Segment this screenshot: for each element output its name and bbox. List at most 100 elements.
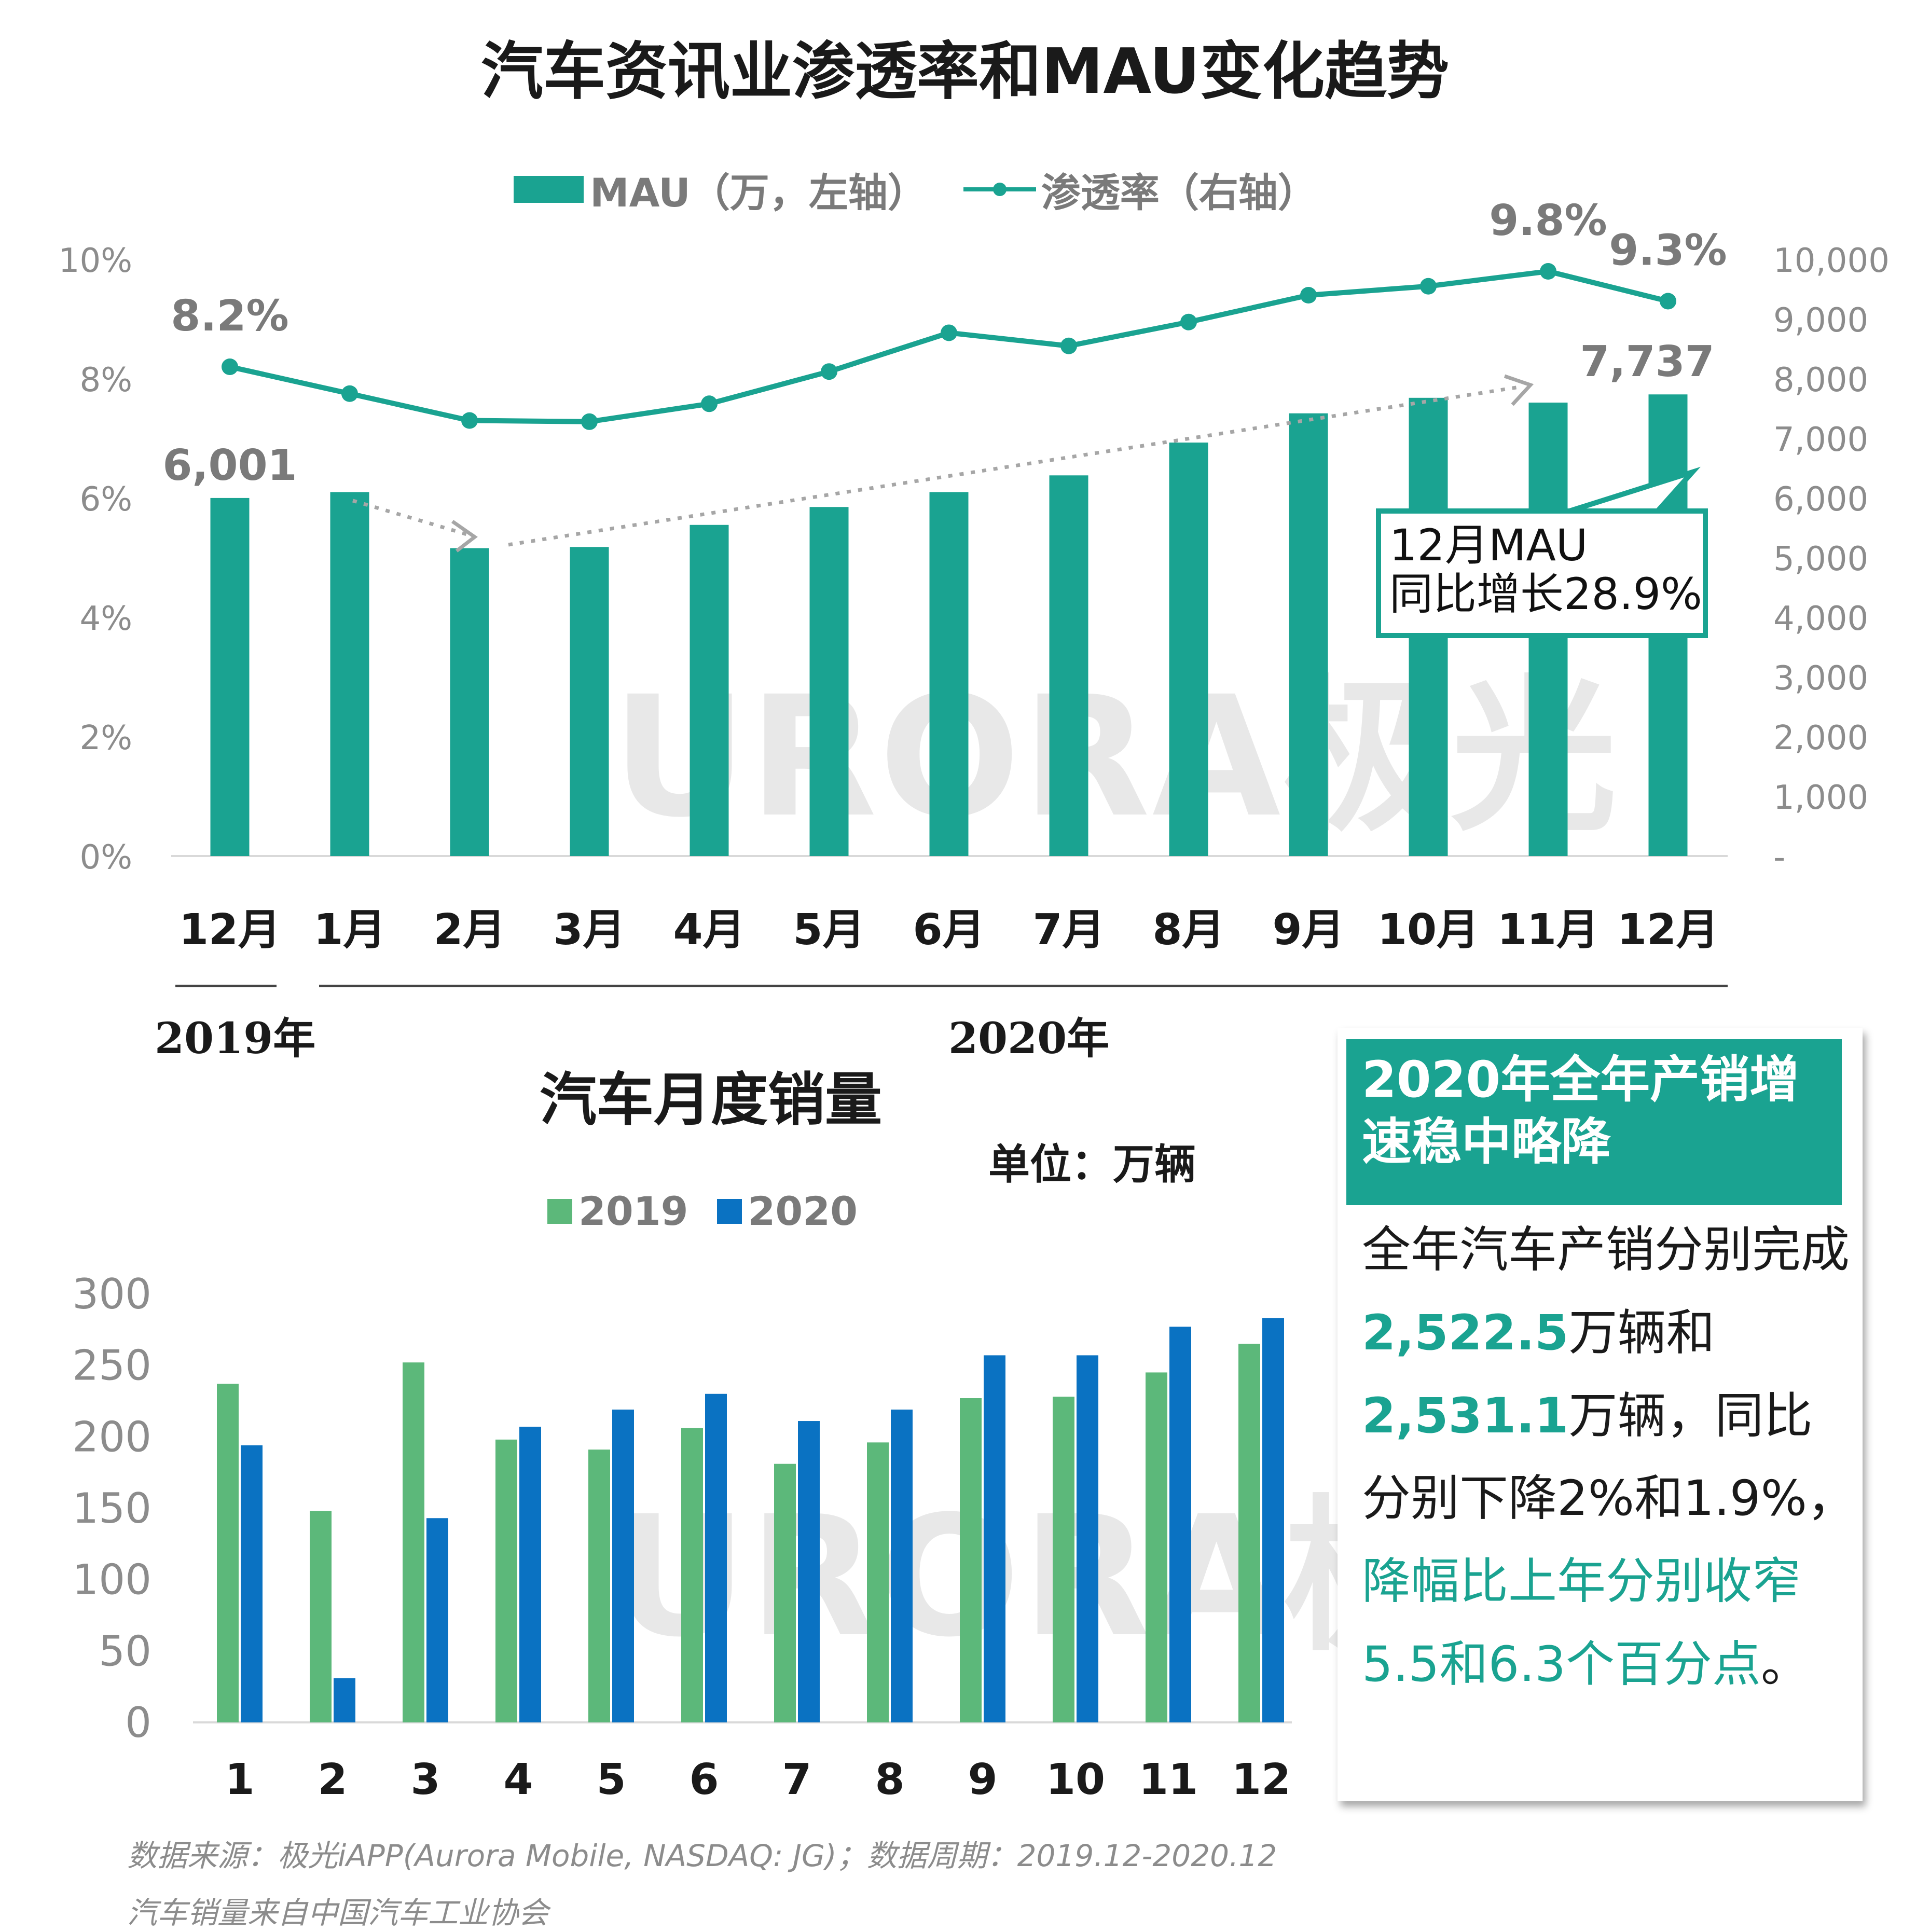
sales-bar-2019 (1053, 1397, 1074, 1722)
mau-data-label: 7,737 (1580, 337, 1714, 387)
mau-bar (809, 507, 849, 856)
legend-2019-label: 2019 (578, 1188, 688, 1234)
sales-y-tick: 200 (72, 1413, 151, 1461)
mau-bar (1169, 443, 1208, 856)
sales-bar-2019 (310, 1511, 332, 1722)
y-right-tick: 6,000 (1773, 480, 1868, 519)
summary-highlight-text: 降幅比上年分别收窄5.5和6.3个百分点 (1362, 1553, 1801, 1693)
source-line-2: 汽车销量来自中国汽车工业协会 (127, 1895, 549, 1930)
legend-mau-swatch (514, 176, 584, 203)
y-left-tick: 10% (59, 242, 132, 280)
watermark-top: URORA极光 (612, 661, 1619, 854)
bottom-legend: 2019 2020 (547, 1188, 894, 1234)
year-2020-line (319, 985, 1728, 987)
year-2019-line (175, 985, 277, 987)
summary-text-3: 万辆，同比分别下降2%和1.9%， (1362, 1387, 1856, 1527)
y-left-tick: 0% (79, 838, 132, 877)
legend-2019-swatch (547, 1198, 572, 1224)
legend-2020-swatch (716, 1198, 742, 1224)
rate-data-label: 8.2% (171, 292, 288, 341)
sales-x-label: 1 (225, 1755, 254, 1804)
legend-rate: 渗透率（右轴） (963, 161, 1317, 218)
sales-chart-title: 汽车月度销量 (540, 1067, 882, 1133)
sales-bar-2020 (705, 1393, 727, 1722)
mau-data-label: 6,001 (162, 441, 297, 490)
y-right-tick: 7,000 (1773, 421, 1868, 459)
sales-bar-2020 (241, 1445, 263, 1722)
mau-bar (929, 492, 969, 856)
rate-point (941, 324, 957, 341)
sales-x-label: 3 (410, 1755, 440, 1804)
sales-y-tick: 250 (72, 1342, 151, 1390)
y-right-tick: 4,000 (1773, 600, 1868, 638)
rate-line (229, 269, 1669, 424)
sales-x-label: 9 (968, 1755, 997, 1804)
mau-bar (690, 525, 729, 856)
y-left-tick: 6% (79, 480, 132, 519)
sales-bar-2019 (1238, 1344, 1260, 1722)
sales-x-label: 12 (1232, 1755, 1291, 1804)
x-category-label: 11月 (1497, 905, 1599, 955)
sales-bar-2020 (1169, 1327, 1191, 1722)
sales-x-label: 8 (875, 1755, 904, 1804)
y-right-tick: 3,000 (1773, 659, 1868, 698)
sales-bar-2019 (495, 1439, 517, 1722)
x-category-label: 4月 (673, 905, 745, 955)
x-category-label: 5月 (793, 905, 865, 955)
mau-bar (1289, 413, 1328, 856)
y-left-tick: 2% (79, 719, 132, 757)
legend-rate-label: 渗透率（右轴） (1041, 170, 1317, 216)
sales-bar-2019 (588, 1450, 610, 1722)
y-right-tick: 10,000 (1773, 242, 1890, 280)
rate-point (821, 363, 837, 380)
sales-bar-2019 (867, 1442, 889, 1722)
rate-point (701, 395, 718, 412)
mau-bar (330, 492, 369, 856)
trend-arrowhead-up (1504, 374, 1534, 406)
mau-bar (450, 548, 489, 856)
mau-rate-chart: 0% 2% 4% 6% 8% 10% - 1,000 2,000 3,000 4,000 5,000 6… (59, 196, 1890, 955)
sales-y-tick: 100 (72, 1556, 151, 1604)
rate-point (1180, 313, 1197, 330)
summary-body: 全年汽车产销分别完成 2,522.5万辆和 2,531.1万辆，同比分别下降2%和1… (1362, 1209, 1860, 1706)
sales-y-tick: 300 (72, 1270, 151, 1318)
sales-bar-2019 (217, 1384, 239, 1722)
sales-bar-2020 (334, 1678, 355, 1722)
x-category-label: 3月 (553, 905, 625, 955)
x-category-label: 9月 (1272, 905, 1344, 955)
rate-data-label: 9.8% (1489, 196, 1607, 245)
callout-line1: 12月MAU (1389, 520, 1588, 571)
summary-text-5: 。 (1760, 1636, 1810, 1693)
legend-2019: 2019 (547, 1188, 688, 1234)
legend-2020-label: 2020 (748, 1188, 858, 1234)
unit-label: 单位：万辆 (988, 1140, 1196, 1189)
sales-y-tick: 0 (125, 1699, 151, 1747)
sales-bar-2020 (984, 1355, 1005, 1722)
legend-mau-label: MAU（万，左轴） (590, 170, 927, 216)
summary-text-2: 万辆和 (1568, 1304, 1715, 1361)
x-category-label: 12月 (1617, 905, 1719, 955)
summary-production-value: 2,522.5 (1362, 1304, 1569, 1361)
sales-y-tick: 150 (72, 1484, 151, 1533)
sales-bar-2020 (612, 1410, 634, 1722)
rate-point (1660, 293, 1676, 310)
trend-arrow-down (352, 499, 467, 536)
summary-text-1: 全年汽车产销分别完成 (1362, 1222, 1850, 1278)
source-line-1: 数据来源：极光iAPP(Aurora Mobile, NASDAQ: JG)；数… (127, 1838, 1277, 1873)
mau-growth-callout: 12月MAU 同比增长28.9% (1376, 508, 1708, 638)
x-category-label: 6月 (913, 905, 985, 955)
rate-point (222, 358, 238, 375)
sales-x-label: 11 (1139, 1755, 1198, 1804)
sales-bar-2020 (1262, 1318, 1284, 1722)
top-legend: MAU（万，左轴） 渗透率（右轴） (514, 161, 1354, 218)
trend-arrowhead-down (451, 520, 478, 553)
rate-point (1060, 337, 1077, 354)
x-category-label: 10月 (1377, 905, 1479, 955)
legend-2020: 2020 (716, 1188, 858, 1234)
page-title: 汽车资讯业渗透率和MAU变化趋势 (480, 36, 1450, 108)
sales-x-label: 2 (318, 1755, 347, 1804)
sales-x-label: 7 (782, 1755, 811, 1804)
legend-rate-swatch (963, 183, 1036, 196)
y-right-tick: 8,000 (1773, 361, 1868, 399)
sales-bar-2019 (1146, 1372, 1167, 1722)
